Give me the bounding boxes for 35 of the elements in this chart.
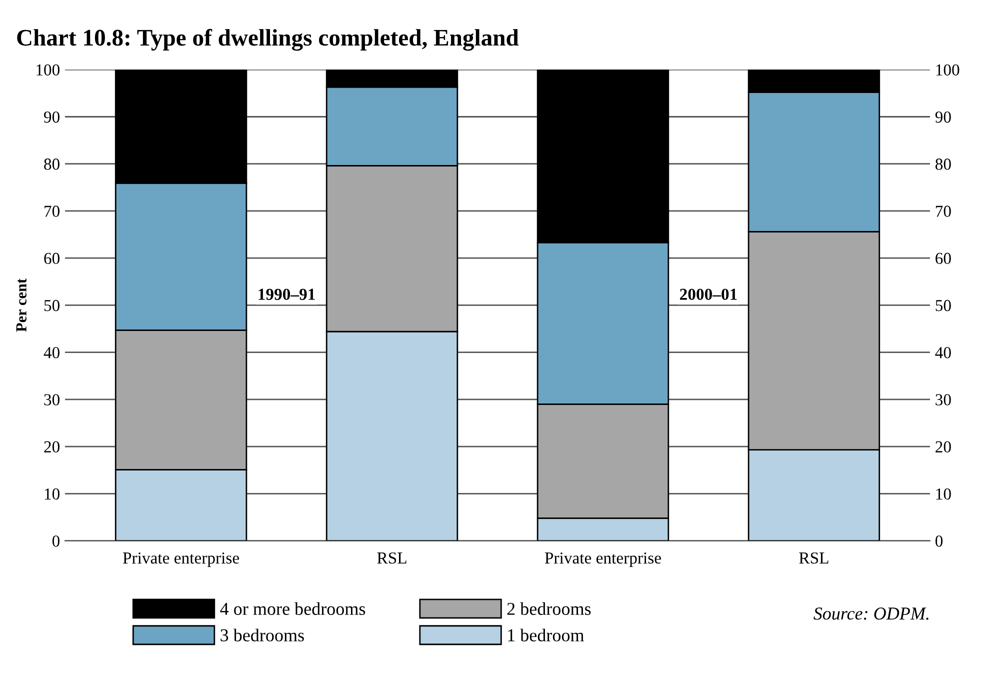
y-tick-label: 20 [44,441,60,453]
x-tick-label: Private enterprise [544,552,661,568]
source-note: Source: ODPM. [814,608,928,620]
chart-title: Chart 10.8: Type of dwellings completed, England [17,28,519,51]
y2-tick-label: 0 [935,536,943,547]
y2-tick-label: 50 [936,300,951,312]
legend-label: 2 bedrooms [507,602,591,615]
y2-tick-label: 90 [935,111,951,123]
y-tick-label: 90 [44,111,60,123]
y2-tick-label: 80 [935,158,951,170]
annotation: 2000–01 [680,288,737,300]
legend-label: 3 bedrooms [220,628,304,642]
y-axis-title: Per cent [16,278,26,332]
y-tick-label: 10 [44,488,60,500]
y2-tick-label: 30 [936,394,951,406]
annotation: 1990–91 [258,288,315,300]
legend-label: 1 bedroom [508,628,584,642]
y-tick-label: 30 [44,394,60,406]
y2-tick-label: 20 [936,441,951,453]
y2-tick-label: 10 [936,488,951,500]
y-tick-label: 50 [44,300,60,312]
legend-label: 4 or more bedrooms [220,602,366,615]
y-tick-label: 40 [44,347,60,358]
y2-tick-label: 100 [936,64,960,76]
y-tick-label: 0 [52,536,60,547]
y2-tick-label: 40 [935,347,951,358]
y-tick-label: 80 [44,158,60,170]
x-tick-label: Private enterprise [122,552,239,568]
x-tick-label: RSL [377,552,406,564]
y2-tick-label: 60 [936,252,951,264]
x-tick-label: RSL [799,552,828,564]
y-tick-label: 100 [36,64,60,76]
y-tick-label: 70 [44,206,60,217]
y-tick-label: 60 [44,252,60,264]
y2-tick-label: 70 [936,206,951,217]
